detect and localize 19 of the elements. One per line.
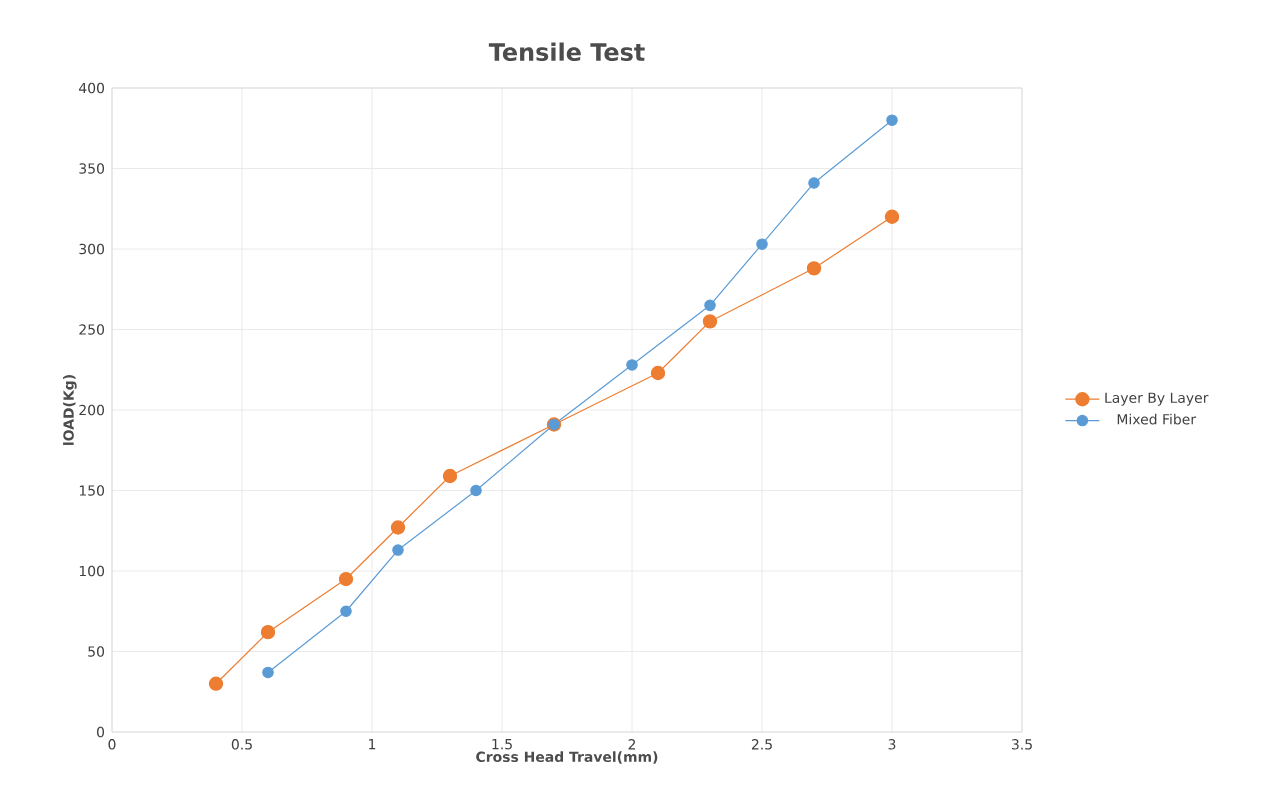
- point: [260, 625, 276, 640]
- point: [442, 468, 458, 484]
- point: [884, 209, 900, 224]
- point: [338, 571, 354, 587]
- chart-title: Tensile Test: [488, 42, 645, 62]
- point: [806, 261, 822, 276]
- point: [208, 676, 224, 691]
- point: [808, 177, 820, 189]
- point: [702, 314, 718, 329]
- point: [470, 484, 482, 497]
- point: [704, 299, 716, 312]
- point: [886, 114, 898, 126]
- point: [340, 605, 352, 618]
- point: [262, 666, 274, 679]
- point: [650, 365, 666, 381]
- point: [756, 238, 768, 250]
- point: [390, 520, 406, 535]
- point: [626, 359, 638, 371]
- point: [392, 544, 404, 556]
